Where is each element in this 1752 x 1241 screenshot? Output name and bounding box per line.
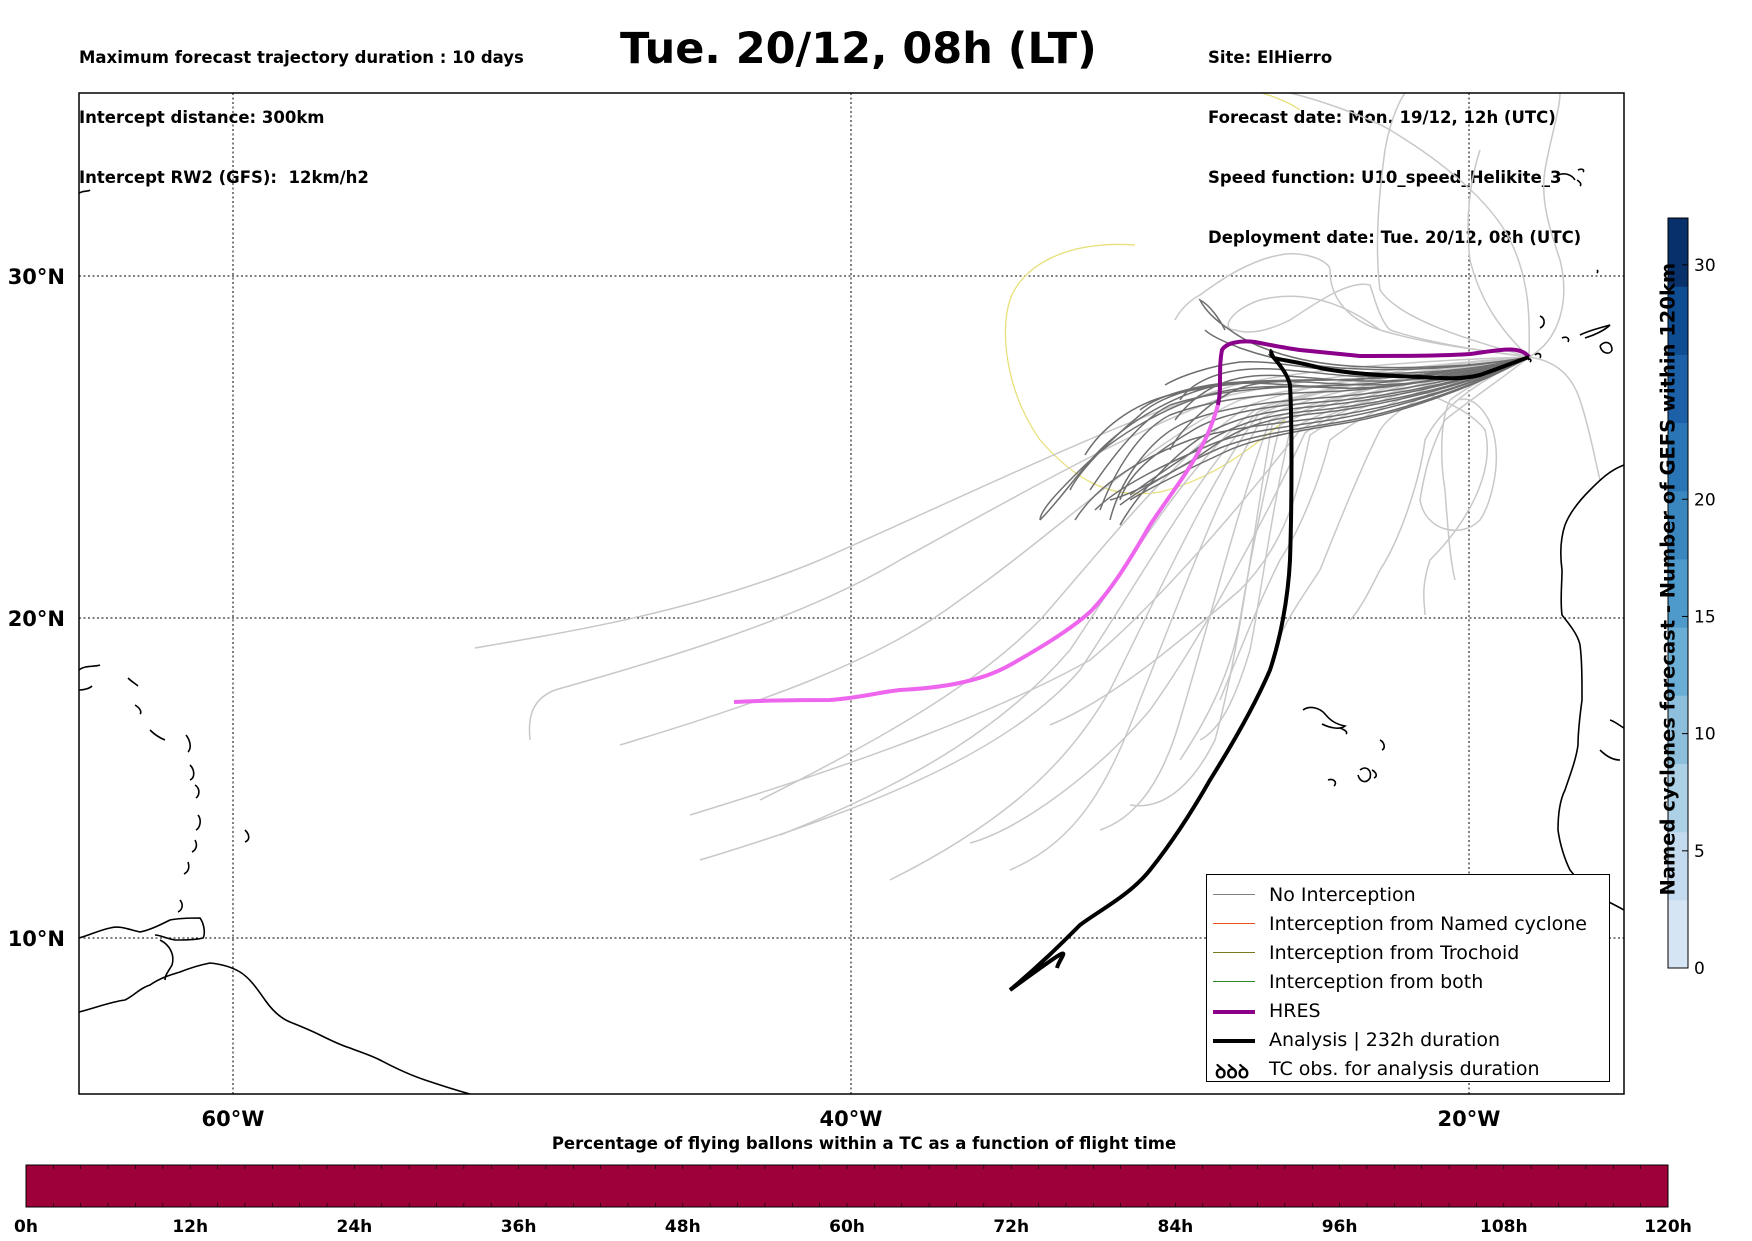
- cape-verde: [1302, 706, 1385, 787]
- coastlines: [79, 168, 1624, 1094]
- colorbar-tick-label: 0: [1694, 959, 1705, 979]
- caribbean-coast: [79, 917, 206, 941]
- legend-item: No Interception: [1207, 881, 1609, 909]
- max-duration-text: Maximum forecast trajectory duration : 1…: [79, 48, 524, 67]
- legend-item: Interception from Trochoid: [1207, 939, 1609, 967]
- colorbar-swatch: [1668, 490, 1688, 560]
- savage-islands: [1596, 269, 1599, 274]
- analysis-trajectory: [1008, 353, 1530, 992]
- colorbar-swatch: [1668, 763, 1688, 833]
- intercept-rw2-text: Intercept RW2 (GFS): 12km/h2: [79, 168, 369, 187]
- legend-label: Interception from both: [1269, 971, 1484, 993]
- lon-label-40w: 40°W: [820, 1107, 883, 1131]
- no-interception-trajectories: [1039, 298, 1530, 526]
- colorbar-tick-label: 15: [1694, 607, 1716, 627]
- intercept-distance-text: Intercept distance: 300km: [79, 108, 325, 127]
- colorbar-bottom-tick-label: 96h: [1322, 1217, 1358, 1237]
- colorbar-swatch: [1668, 695, 1688, 764]
- colorbar-bottom-tick-label: 36h: [501, 1217, 537, 1237]
- colorbar-bottom-tick-label: 24h: [337, 1217, 373, 1237]
- lon-label-60w: 60°W: [202, 1107, 265, 1131]
- legend-line-swatch: [1213, 981, 1255, 982]
- colorbar-right-title: Named cyclones forecast - Number of GEFS…: [1656, 262, 1680, 896]
- analysis-start-hook: [1269, 348, 1276, 360]
- colorbar-bottom-tick-label: 0h: [14, 1217, 38, 1237]
- colorbar-bottom-tick-label: 120h: [1644, 1217, 1692, 1237]
- legend-line-swatch: [1213, 923, 1255, 924]
- puerto-rico: [79, 664, 101, 691]
- map-frame: [78, 92, 1625, 1095]
- colorbar-frame: [1667, 217, 1689, 969]
- speed-function-text: Speed function: U10_speed_Helikite_3: [1208, 168, 1562, 187]
- legend-item: Interception from both: [1207, 968, 1609, 996]
- lesser-antilles: [177, 734, 250, 913]
- colorbar-bottom-tick-label: 72h: [993, 1217, 1029, 1237]
- colorbar-swatch: [1668, 286, 1688, 355]
- colorbar-bottom-fill: [25, 1164, 1669, 1208]
- legend-label: Interception from Trochoid: [1269, 942, 1520, 964]
- legend-line-swatch: [1213, 1039, 1255, 1043]
- colorbar-swatch: [1668, 354, 1688, 424]
- south-america-coast: [79, 962, 471, 1094]
- colorbar-bottom-tick-label: 12h: [172, 1217, 208, 1237]
- legend-label: Analysis | 232h duration: [1269, 1029, 1501, 1051]
- forecast-parameters: Site: ElHierro Forecast date: Mon. 19/12…: [1208, 8, 1581, 268]
- trochoid-contour: [1004, 243, 1286, 495]
- colorbar-swatch: [1668, 558, 1688, 628]
- legend-item: HRES: [1207, 997, 1609, 1025]
- colorbar-tick-label: 5: [1694, 842, 1705, 862]
- colorbar-bottom-tick-label: 48h: [665, 1217, 701, 1237]
- legend-item: Interception from Named cyclone: [1207, 910, 1609, 938]
- legend-label: TC obs. for analysis duration: [1269, 1058, 1540, 1080]
- lon-label-20w: 20°W: [1438, 1107, 1501, 1131]
- legend: No Interception Interception from Named c…: [1206, 874, 1610, 1083]
- colorbar-tick-label: 10: [1694, 725, 1716, 745]
- run-parameters: Maximum forecast trajectory duration : 1…: [79, 8, 524, 208]
- legend-line-swatch: [1213, 894, 1255, 895]
- cyclone-count-colorbar: 0 5 10 15 20 30: [1667, 217, 1716, 979]
- canary-islands: [1527, 315, 1613, 363]
- hres-early-segment: [733, 404, 1220, 704]
- graticule: [79, 93, 1624, 1094]
- legend-item: Analysis | 232h duration: [1207, 1026, 1609, 1054]
- legend-line-swatch: [1213, 1010, 1255, 1014]
- tc-percentage-colorbar: 0h 12h 24h 36h 48h 60h 72h 84h 96h 108h 120h: [14, 1164, 1692, 1237]
- colorbar-bottom-title: Percentage of flying ballons within a TC…: [551, 1134, 1177, 1153]
- colorbar-tick-label: 20: [1694, 490, 1716, 510]
- colorbar-swatch: [1668, 831, 1688, 901]
- legend-line-swatch: [1213, 952, 1255, 953]
- legend-label: Interception from Named cyclone: [1269, 913, 1587, 935]
- colorbar-bottom-tick-label: 60h: [829, 1217, 865, 1237]
- colorbar-bottom-tick-label: 84h: [1158, 1217, 1194, 1237]
- legend-item: ꝺꝺꝺ TC obs. for analysis duration: [1207, 1055, 1609, 1083]
- madeira: [1557, 168, 1585, 187]
- forecast-date-text: Forecast date: Mon. 19/12, 12h (UTC): [1208, 108, 1556, 127]
- trochoid-contour-top: [1261, 93, 1301, 111]
- colorbar-swatch: [1668, 627, 1688, 696]
- colorbar-bottom-tick-label: 108h: [1480, 1217, 1528, 1237]
- axis-labels: 60°W 40°W 20°W 30°N 20°N 10°N: [8, 265, 1501, 1131]
- lat-label-30n: 30°N: [8, 265, 65, 289]
- colorbar-tick-label: 30: [1694, 256, 1716, 276]
- lat-label-20n: 20°N: [8, 607, 65, 631]
- colorbar-swatch: [1668, 899, 1688, 969]
- virgin-islands: [127, 677, 166, 741]
- legend-label: HRES: [1269, 1000, 1321, 1022]
- trinidad: [159, 939, 174, 981]
- deployment-time-title: Tue. 20/12, 08h (LT): [620, 24, 1097, 74]
- bahamas-fragment: [79, 189, 91, 194]
- tc-obs-symbol-icon: ꝺꝺꝺ: [1215, 1061, 1250, 1083]
- africa-coast-2: [1599, 719, 1624, 761]
- lat-label-10n: 10°N: [8, 927, 65, 951]
- africa-coast: [1557, 464, 1624, 911]
- colorbar-swatch: [1668, 218, 1688, 287]
- hres-trajectory: [1216, 339, 1531, 406]
- colorbar-swatch: [1668, 422, 1688, 492]
- ensemble-trajectories: [474, 93, 1601, 881]
- site-text: Site: ElHierro: [1208, 48, 1333, 67]
- legend-label: No Interception: [1269, 884, 1416, 906]
